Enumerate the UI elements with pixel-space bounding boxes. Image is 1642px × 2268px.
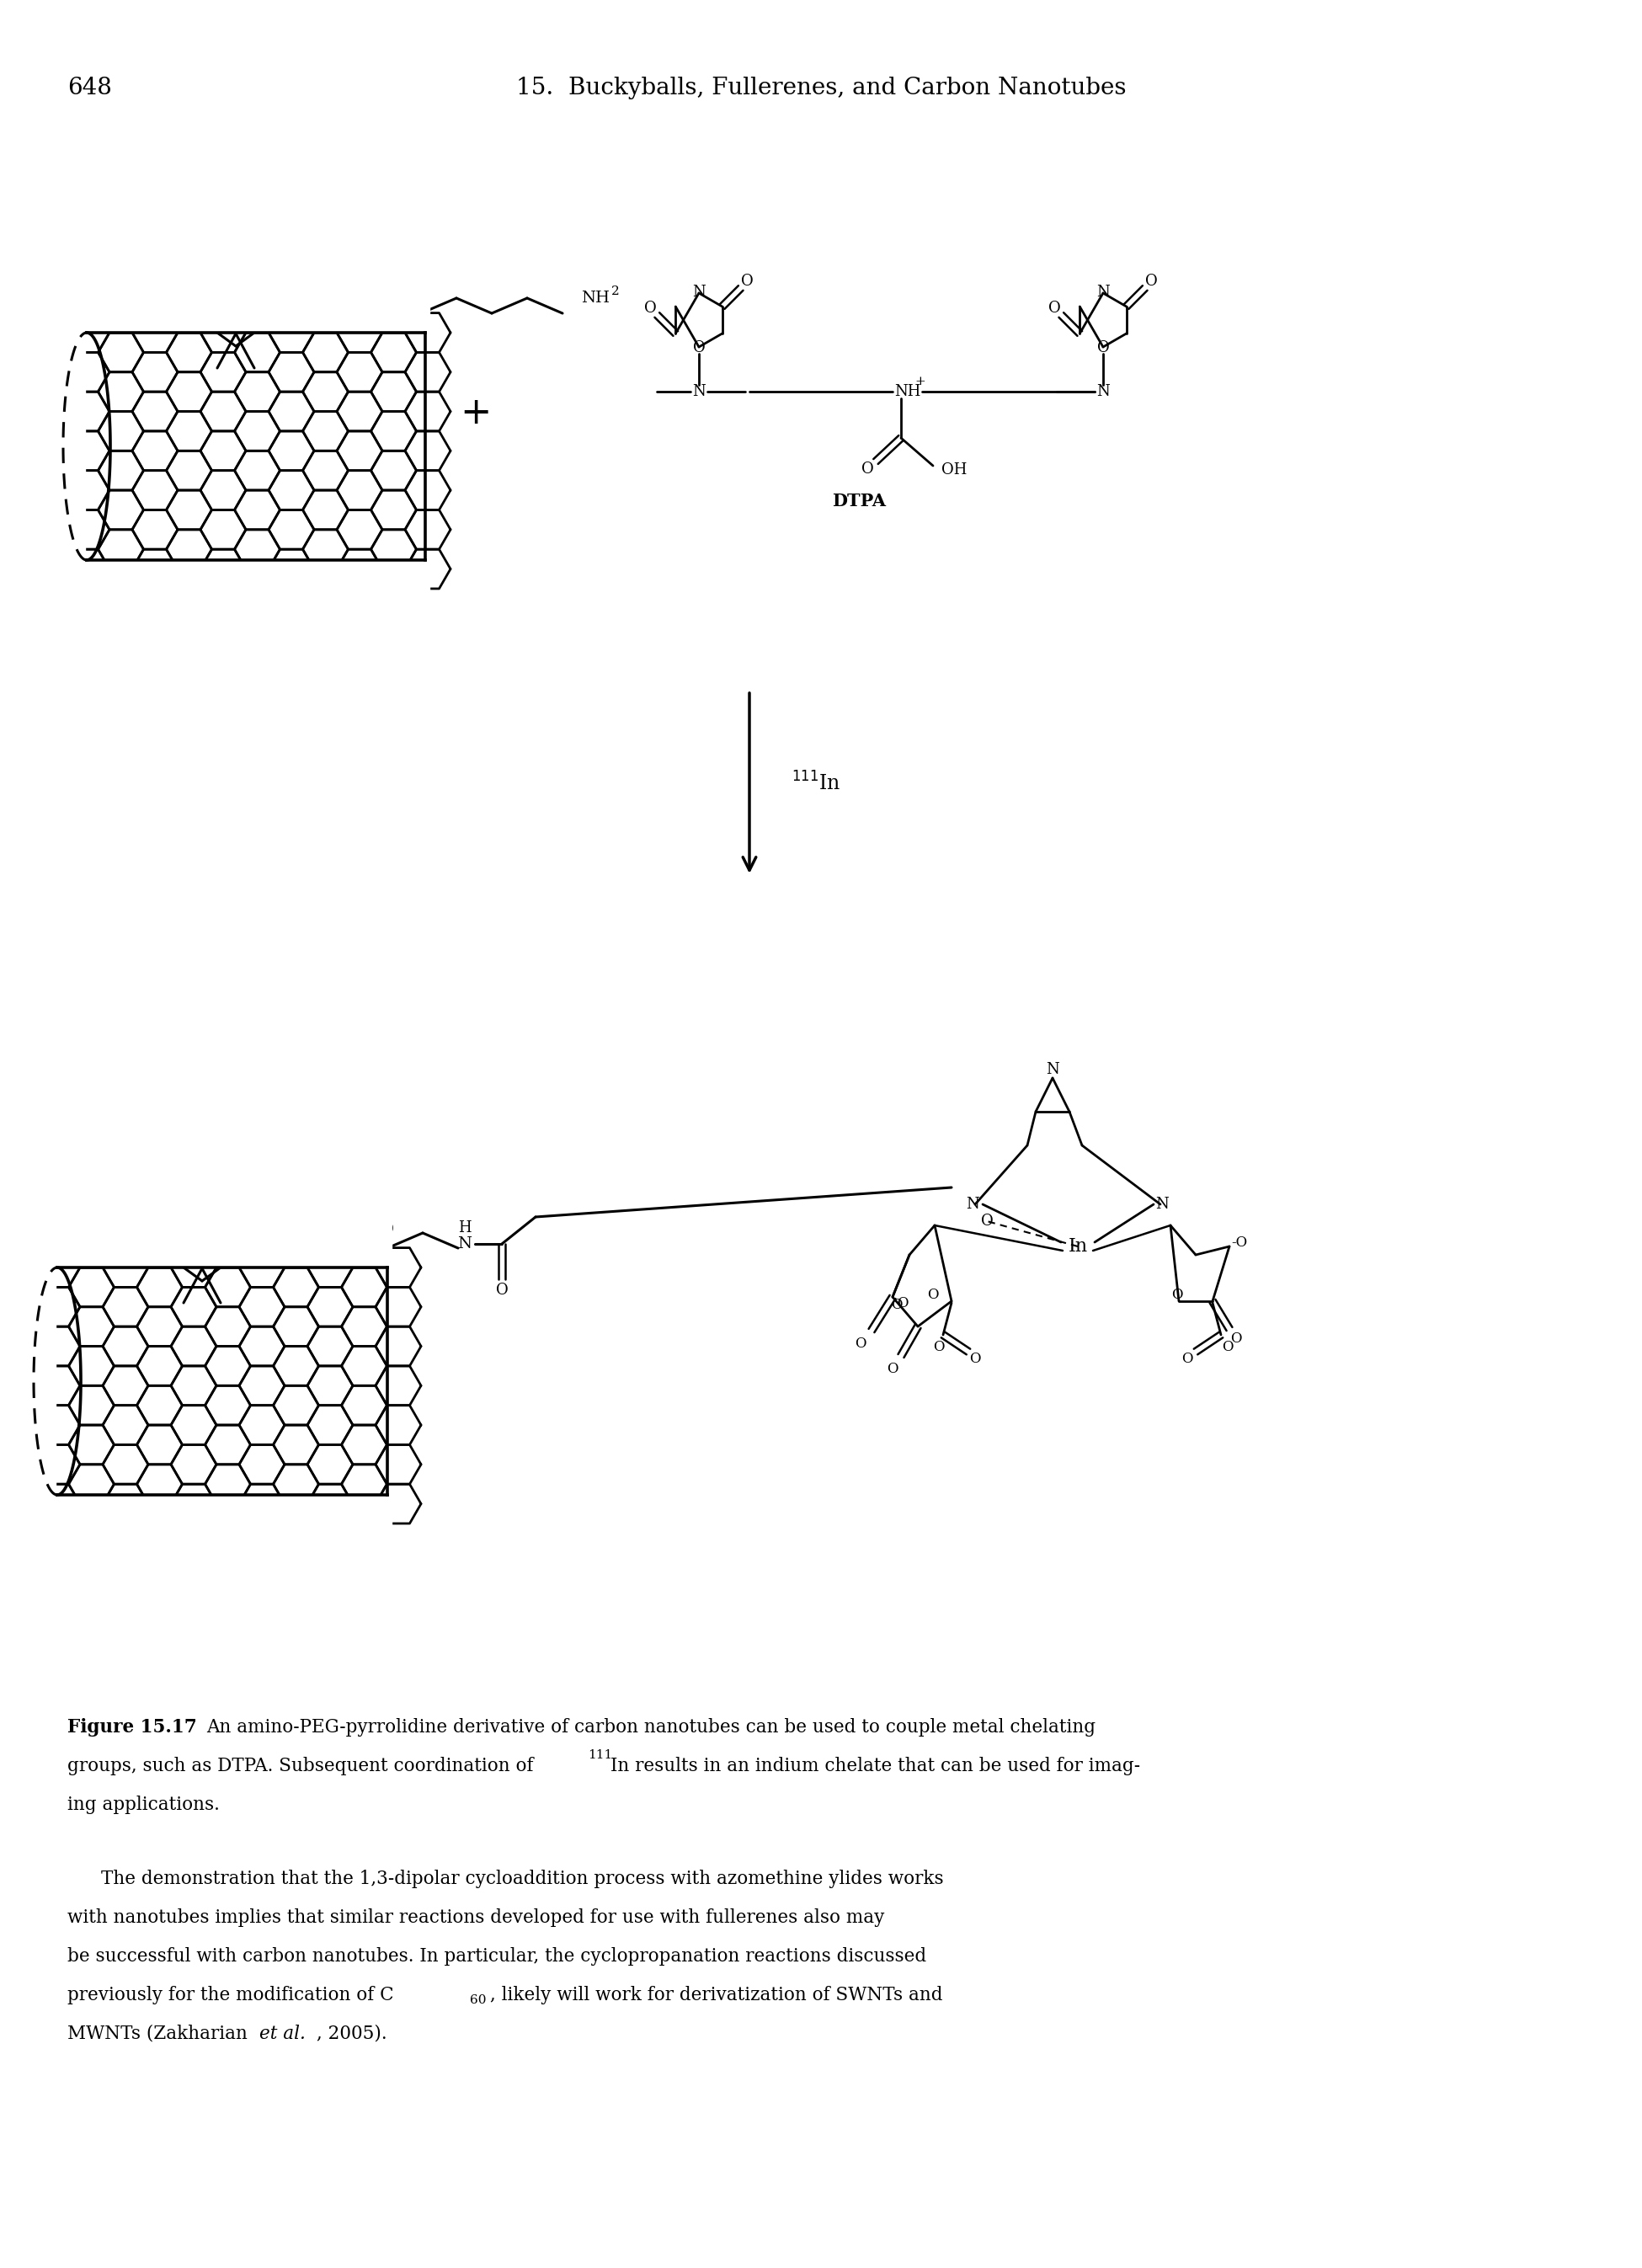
Text: ing applications.: ing applications. <box>67 1796 220 1814</box>
Text: O: O <box>381 1222 394 1236</box>
Text: O: O <box>741 274 754 288</box>
Text: 15.  Buckyballs, Fullerenes, and Carbon Nanotubes: 15. Buckyballs, Fullerenes, and Carbon N… <box>516 77 1126 100</box>
Text: Figure 15.17: Figure 15.17 <box>67 1719 197 1737</box>
Text: O: O <box>969 1352 980 1365</box>
Text: O: O <box>928 1288 939 1302</box>
Text: N: N <box>194 1254 207 1270</box>
Text: O: O <box>892 1297 903 1313</box>
Text: O: O <box>644 302 657 315</box>
Text: O: O <box>1182 1352 1194 1365</box>
Text: +: + <box>460 395 491 431</box>
Text: O: O <box>860 460 874 476</box>
Text: N: N <box>458 1236 471 1252</box>
Text: N: N <box>693 383 706 399</box>
Text: 111: 111 <box>588 1749 612 1760</box>
Text: DTPA: DTPA <box>832 492 885 510</box>
Text: N: N <box>1046 1061 1059 1077</box>
Text: OH: OH <box>941 463 967 479</box>
Text: be successful with carbon nanotubes. In particular, the cyclopropanation reactio: be successful with carbon nanotubes. In … <box>67 1948 926 1966</box>
Text: O: O <box>1097 340 1110 356</box>
Text: O: O <box>693 340 704 356</box>
Text: The demonstration that the 1,3-dipolar cycloaddition process with azomethine yli: The demonstration that the 1,3-dipolar c… <box>102 1869 944 1889</box>
Text: H: H <box>458 1220 471 1236</box>
Text: et al.: et al. <box>259 2025 305 2043</box>
Text: O: O <box>1146 274 1158 288</box>
Text: N: N <box>1097 286 1110 299</box>
Text: O: O <box>933 1340 944 1354</box>
Text: previously for the modification of C: previously for the modification of C <box>67 1987 394 2005</box>
Text: NH: NH <box>581 290 609 306</box>
Text: O: O <box>1171 1288 1182 1302</box>
Text: O: O <box>887 1361 898 1377</box>
Text: O: O <box>980 1213 993 1229</box>
Text: O: O <box>855 1336 867 1349</box>
Text: $^{111}$In: $^{111}$In <box>791 771 841 794</box>
Text: N: N <box>227 320 241 336</box>
Text: MWNTs (Zakharian: MWNTs (Zakharian <box>67 2025 253 2043</box>
Text: 60: 60 <box>470 1994 486 2007</box>
Text: O: O <box>1230 1331 1241 1347</box>
Text: N: N <box>693 286 706 299</box>
Text: In: In <box>1067 1236 1087 1256</box>
Text: 2: 2 <box>611 286 619 297</box>
Text: with nanotubes implies that similar reactions developed for use with fullerenes : with nanotubes implies that similar reac… <box>67 1907 885 1928</box>
Text: O: O <box>496 1284 507 1297</box>
Text: O: O <box>274 1207 287 1222</box>
Text: groups, such as DTPA. Subsequent coordination of: groups, such as DTPA. Subsequent coordin… <box>67 1758 539 1776</box>
Text: +: + <box>915 376 924 388</box>
Text: In results in an indium chelate that can be used for imag-: In results in an indium chelate that can… <box>611 1758 1140 1776</box>
Text: O: O <box>897 1297 908 1311</box>
Text: -O: -O <box>1232 1236 1248 1250</box>
Text: N: N <box>1156 1198 1169 1211</box>
Text: O: O <box>1222 1340 1233 1354</box>
Text: O: O <box>414 288 429 302</box>
Text: N: N <box>1097 383 1110 399</box>
Text: N: N <box>965 1198 979 1211</box>
Text: NH: NH <box>895 383 921 399</box>
Text: , likely will work for derivatization of SWNTs and: , likely will work for derivatization of… <box>489 1987 943 2005</box>
Text: 648: 648 <box>67 77 112 100</box>
Text: , 2005).: , 2005). <box>317 2025 388 2043</box>
Text: O: O <box>309 272 322 288</box>
Text: O: O <box>1048 302 1061 315</box>
Text: An amino-PEG-pyrrolidine derivative of carbon nanotubes can be used to couple me: An amino-PEG-pyrrolidine derivative of c… <box>207 1719 1095 1737</box>
